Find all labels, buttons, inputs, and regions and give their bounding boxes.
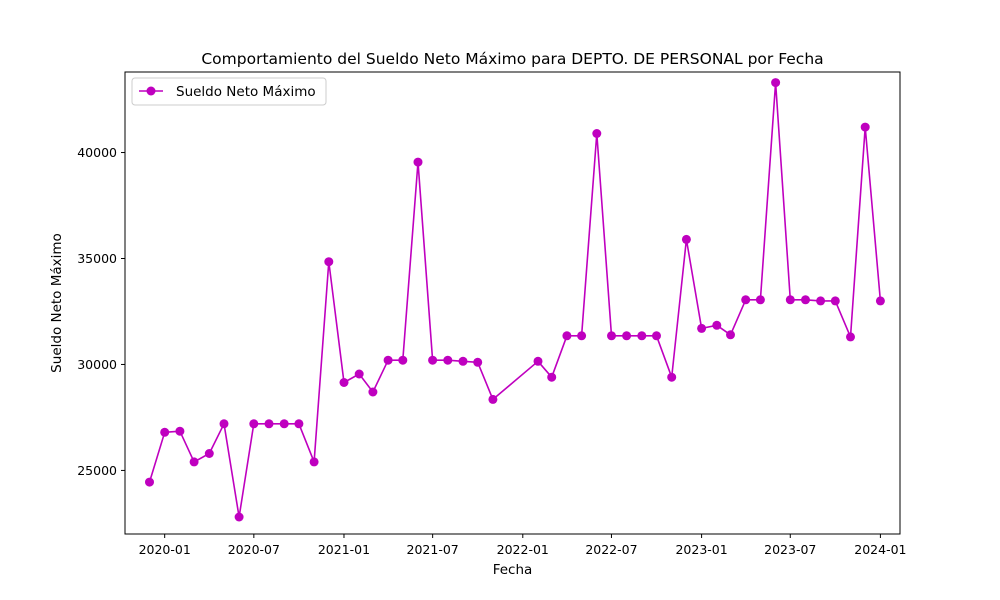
data-point xyxy=(577,331,587,341)
data-point xyxy=(562,331,572,341)
data-point xyxy=(324,257,334,267)
data-point xyxy=(234,512,244,522)
x-tick-label: 2023-01 xyxy=(675,542,727,557)
y-tick-label: 35000 xyxy=(77,251,117,266)
data-point xyxy=(622,331,632,341)
data-point xyxy=(592,129,602,138)
data-point xyxy=(458,356,468,366)
data-point xyxy=(697,323,707,333)
data-point xyxy=(204,449,214,458)
data-point xyxy=(816,296,826,306)
data-point xyxy=(860,122,870,132)
data-point xyxy=(830,296,840,306)
data-point xyxy=(801,295,810,305)
data-point xyxy=(846,332,855,342)
data-point xyxy=(339,378,349,387)
data-point xyxy=(368,387,378,397)
data-point xyxy=(712,320,722,330)
x-tick-label: 2021-01 xyxy=(318,542,370,557)
data-point xyxy=(443,355,453,365)
data-point xyxy=(294,419,304,429)
data-point xyxy=(785,295,795,305)
data-point xyxy=(667,372,677,382)
data-point xyxy=(741,295,751,305)
x-tick-label: 2022-07 xyxy=(585,542,637,557)
data-point xyxy=(428,355,438,365)
data-point xyxy=(189,457,199,467)
data-point xyxy=(175,426,185,436)
data-point xyxy=(771,78,781,88)
data-point xyxy=(726,330,735,340)
x-tick-label: 2024-01 xyxy=(854,542,906,557)
x-tick-label: 2022-01 xyxy=(497,542,549,557)
data-point xyxy=(488,394,498,404)
y-tick-label: 30000 xyxy=(77,357,117,372)
x-axis-label: Fecha xyxy=(493,562,533,578)
x-tick-label: 2020-07 xyxy=(228,542,280,557)
data-point xyxy=(309,457,319,467)
data-point xyxy=(652,331,661,341)
legend-box xyxy=(131,77,327,106)
data-point xyxy=(413,157,423,167)
data-point xyxy=(398,355,408,365)
data-point xyxy=(383,355,393,365)
data-point xyxy=(875,296,885,306)
y-axis: 25000 30000 35000 40000 xyxy=(77,145,125,478)
plot-area xyxy=(124,71,901,535)
data-point xyxy=(607,331,616,341)
data-point xyxy=(547,372,557,382)
x-tick-label: 2020-01 xyxy=(139,542,191,557)
data-point xyxy=(637,331,647,341)
data-point xyxy=(264,419,274,429)
y-tick-label: 40000 xyxy=(77,145,117,160)
data-point xyxy=(145,477,154,487)
x-axis: 2020-01 2020-07 2021-01 2021-07 2022-01 2022-… xyxy=(139,534,907,557)
data-point xyxy=(160,427,170,437)
y-axis-label: Sueldo Neto Máximo xyxy=(49,233,65,373)
y-tick-label: 25000 xyxy=(77,463,117,478)
data-point xyxy=(279,419,289,429)
data-point xyxy=(681,234,691,244)
data-point xyxy=(219,419,229,429)
series-layer xyxy=(145,78,885,522)
x-tick-label: 2021-07 xyxy=(407,542,459,557)
data-point xyxy=(249,419,259,429)
data-point xyxy=(473,357,483,367)
legend: Sueldo Neto Máximo xyxy=(131,77,327,106)
data-point xyxy=(755,295,765,305)
x-tick-label: 2023-07 xyxy=(764,542,816,557)
data-point xyxy=(354,369,364,379)
legend-label: Sueldo Neto Máximo xyxy=(176,84,316,100)
chart-title: Comportamiento del Sueldo Neto Máximo pa… xyxy=(201,50,823,68)
legend-point-marker xyxy=(146,86,156,96)
data-point xyxy=(533,356,543,366)
